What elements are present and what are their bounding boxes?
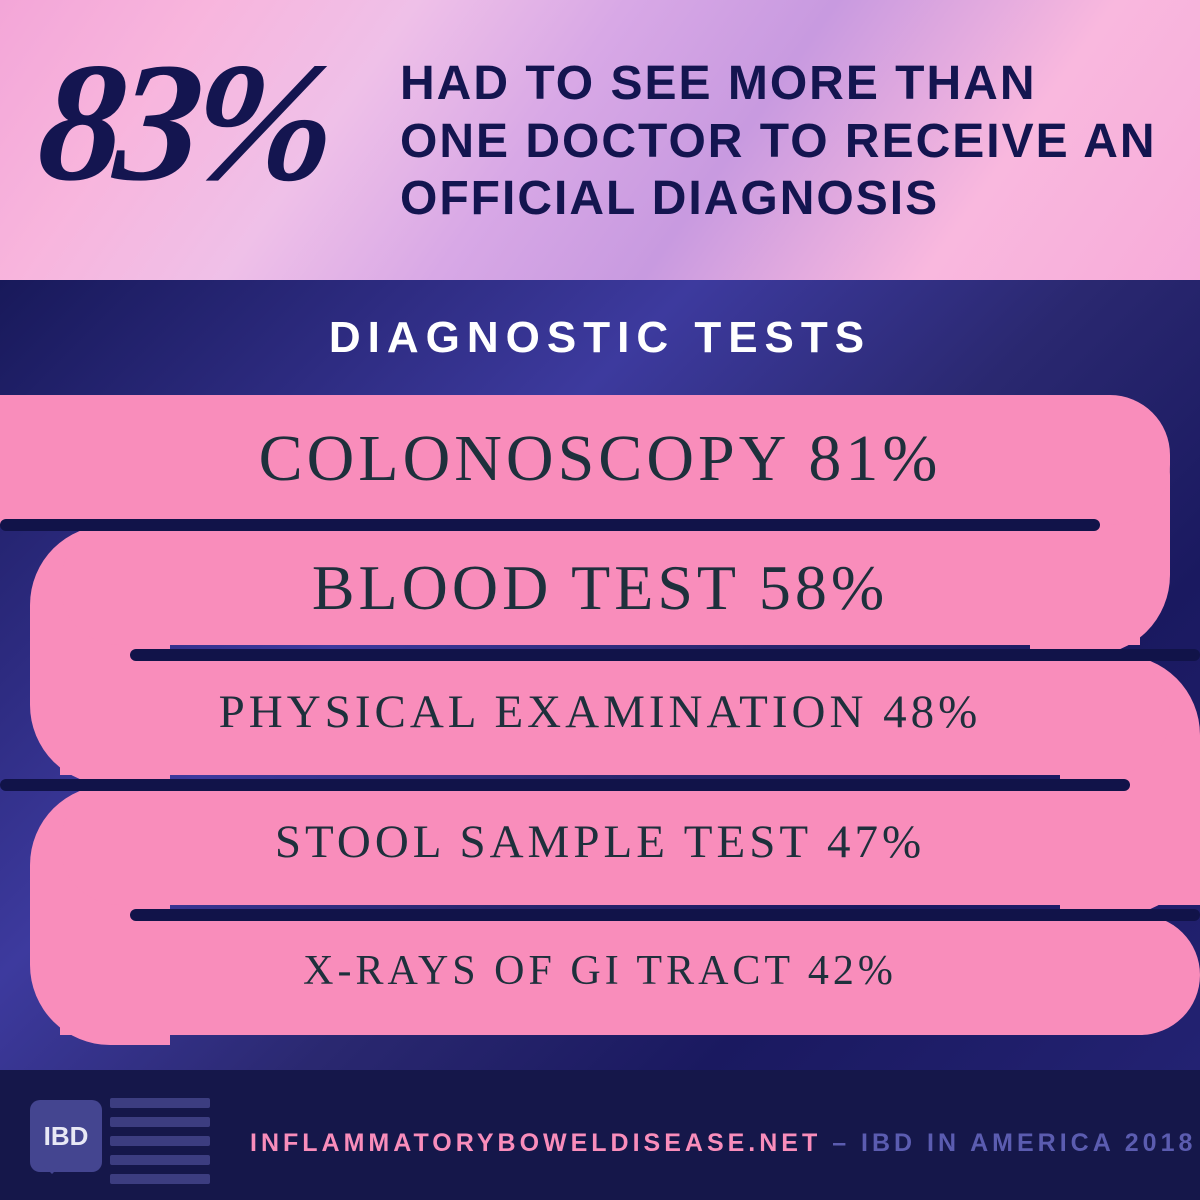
- test-5: X-RAYS OF GI TRACT 42%: [0, 947, 1200, 995]
- divider-1: [0, 519, 1100, 531]
- logo-badge: IBD: [30, 1100, 102, 1172]
- section-title: DIAGNOSTIC TESTS: [0, 313, 1200, 363]
- logo-lines-icon: [110, 1098, 210, 1193]
- header-block: 83% HAD TO SEE MORE THAN ONE DOCTOR TO R…: [0, 0, 1200, 280]
- test-3: PHYSICAL EXAMINATION 48%: [0, 685, 1200, 739]
- infographic-canvas: 83% HAD TO SEE MORE THAN ONE DOCTOR TO R…: [0, 0, 1200, 1200]
- test-4: STOOL SAMPLE TEST 47%: [0, 815, 1200, 869]
- test-1: COLONOSCOPY 81%: [0, 421, 1200, 497]
- divider-4: [130, 909, 1200, 921]
- footer-site: INFLAMMATORYBOWELDISEASE.NET: [250, 1129, 821, 1157]
- divider-3: [0, 779, 1130, 791]
- intestine-graphic: COLONOSCOPY 81% BLOOD TEST 58% PHYSICAL …: [0, 395, 1200, 1055]
- logo: IBD: [30, 1090, 200, 1180]
- footer-rest: – IBD IN AMERICA 2018: [821, 1129, 1196, 1157]
- test-2: BLOOD TEST 58%: [0, 551, 1200, 625]
- divider-2: [130, 649, 1200, 661]
- footer-text: INFLAMMATORYBOWELDISEASE.NET – IBD IN AM…: [250, 1129, 1196, 1158]
- stat-description: HAD TO SEE MORE THAN ONE DOCTOR TO RECEI…: [400, 55, 1160, 228]
- stat-percent: 83%: [31, 25, 336, 220]
- footer: IBD INFLAMMATORYBOWELDISEASE.NET – IBD I…: [0, 1070, 1200, 1200]
